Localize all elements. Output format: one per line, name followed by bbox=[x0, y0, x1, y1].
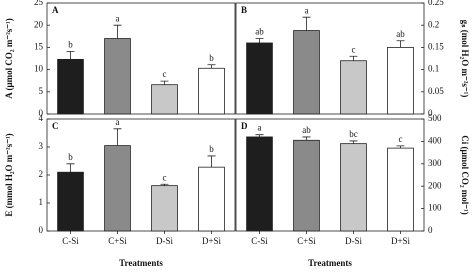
panel-frame bbox=[46, 2, 236, 115]
x-axis-title: Treatments bbox=[308, 258, 352, 268]
y-tick-label: 0.15 bbox=[428, 41, 444, 51]
significance-letter: a bbox=[305, 5, 309, 15]
bar bbox=[293, 30, 320, 115]
y-tick-label: 500 bbox=[428, 113, 442, 123]
y-tick-label: 0.1 bbox=[428, 64, 439, 74]
y-tick-label: 4 bbox=[39, 113, 44, 123]
error-bar bbox=[302, 16, 311, 31]
x-tick-label: D+Si bbox=[391, 236, 411, 246]
significance-letter: a bbox=[116, 117, 120, 127]
x-tick-label: C+Si bbox=[297, 236, 316, 246]
error-bar bbox=[160, 183, 169, 186]
y-tick-label: 0.05 bbox=[428, 86, 444, 96]
y-tick-label: 0 bbox=[39, 225, 44, 235]
bar bbox=[151, 185, 178, 232]
x-axis-title: Treatments bbox=[119, 258, 163, 268]
significance-letter: b bbox=[68, 39, 73, 49]
y-axis-title: A (μmol CO₂ m⁻²s⁻¹) bbox=[4, 18, 14, 98]
panel-label: B bbox=[241, 5, 247, 15]
y-axis-title: gₛ (mol H₂O m⁻²s⁻¹) bbox=[460, 20, 470, 98]
error-bar bbox=[255, 38, 264, 43]
error-bar bbox=[66, 163, 75, 173]
significance-letter: b bbox=[209, 144, 214, 154]
y-axis-title: Ci (μmol CO₂ mol⁻¹) bbox=[460, 135, 470, 215]
error-bar bbox=[113, 128, 122, 146]
significance-letter: b bbox=[68, 152, 73, 162]
x-tick-label: D-Si bbox=[345, 236, 363, 246]
error-bar bbox=[113, 24, 122, 39]
significance-letter: c bbox=[163, 69, 167, 79]
bar bbox=[340, 143, 367, 232]
significance-letter: c bbox=[163, 172, 167, 182]
panel-frame bbox=[235, 118, 425, 232]
bar bbox=[246, 42, 273, 115]
error-bar bbox=[66, 50, 75, 60]
bar bbox=[246, 136, 273, 232]
significance-letter: c bbox=[399, 134, 403, 144]
bar bbox=[151, 84, 178, 115]
y-tick-label: 0 bbox=[428, 225, 433, 235]
panel-frame bbox=[235, 2, 425, 115]
y-tick-label: 0.2 bbox=[428, 19, 439, 29]
x-tick-label: C+Si bbox=[108, 236, 127, 246]
error-bar bbox=[160, 80, 169, 85]
y-tick-label: 10 bbox=[34, 64, 44, 74]
x-tick-label: D-Si bbox=[156, 236, 174, 246]
y-tick-label: 100 bbox=[428, 203, 442, 213]
significance-letter: ab bbox=[255, 27, 264, 37]
y-tick-label: 300 bbox=[428, 158, 442, 168]
significance-letter: a bbox=[258, 123, 262, 133]
significance-letter: b bbox=[209, 53, 214, 63]
panel-label: A bbox=[52, 5, 59, 15]
bar bbox=[104, 38, 131, 115]
bar bbox=[57, 171, 84, 232]
y-tick-label: 400 bbox=[428, 135, 442, 145]
bar bbox=[57, 58, 84, 115]
error-bar bbox=[396, 145, 405, 149]
panel-label: D bbox=[241, 121, 248, 131]
significance-letter: c bbox=[352, 44, 356, 54]
bar bbox=[104, 145, 131, 232]
significance-letter: a bbox=[116, 13, 120, 23]
significance-letter: ab bbox=[396, 29, 405, 39]
y-tick-label: 2 bbox=[39, 169, 44, 179]
bar bbox=[293, 139, 320, 232]
bar bbox=[198, 166, 225, 232]
y-tick-label: 0.25 bbox=[428, 0, 444, 7]
y-tick-label: 15 bbox=[34, 41, 44, 51]
bar bbox=[340, 60, 367, 115]
x-tick-label: D+Si bbox=[202, 236, 222, 246]
error-bar bbox=[396, 40, 405, 48]
error-bar bbox=[207, 155, 216, 168]
bar bbox=[198, 67, 225, 115]
significance-letter: ab bbox=[302, 125, 311, 135]
error-bar bbox=[349, 55, 358, 61]
y-tick-label: 5 bbox=[39, 86, 44, 96]
x-tick-label: C-Si bbox=[251, 236, 268, 246]
x-tick-label: C-Si bbox=[62, 236, 79, 246]
y-tick-label: 3 bbox=[39, 141, 44, 151]
error-bar bbox=[349, 140, 358, 144]
y-tick-label: 20 bbox=[34, 19, 44, 29]
bar bbox=[387, 147, 414, 232]
y-tick-label: 25 bbox=[34, 0, 44, 7]
y-tick-label: 200 bbox=[428, 180, 442, 190]
error-bar bbox=[207, 64, 216, 69]
panel-label: C bbox=[52, 121, 59, 131]
y-tick-label: 0 bbox=[39, 108, 44, 118]
y-tick-label: 1 bbox=[39, 197, 44, 207]
y-tick-label: 0 bbox=[428, 108, 433, 118]
error-bar bbox=[302, 136, 311, 141]
bar bbox=[387, 47, 414, 115]
y-axis-title: E (mmol H₂O m⁻²s⁻¹) bbox=[4, 133, 14, 216]
significance-letter: bc bbox=[349, 129, 358, 139]
error-bar bbox=[255, 134, 264, 137]
